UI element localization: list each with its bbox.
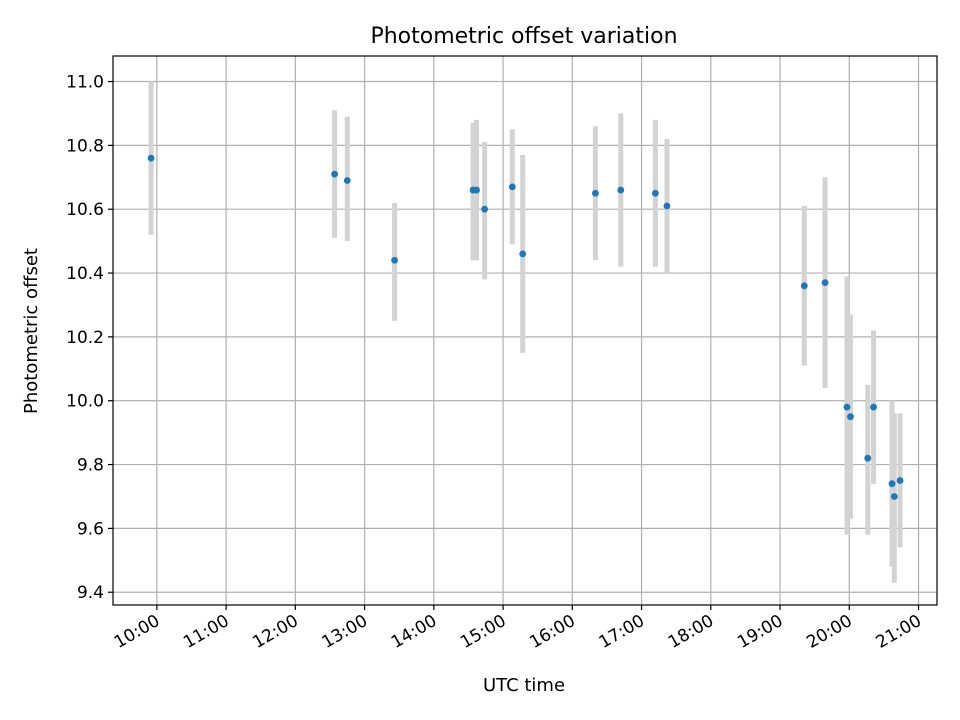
data-point (888, 480, 896, 488)
x-tick-label: 14:00 (388, 611, 440, 653)
data-point (481, 205, 489, 213)
data-point (870, 403, 877, 411)
data-point (663, 202, 671, 210)
x-tick-label: 18:00 (665, 611, 717, 653)
y-axis-label: Photometric offset (21, 248, 42, 414)
x-tick-label: 10:00 (111, 611, 163, 653)
data-point (843, 403, 851, 411)
y-tick-label: 10.8 (66, 136, 104, 156)
chart-title: Photometric offset variation (370, 24, 677, 49)
axis-ticks: 10:00 11:00 12:00 13:00 14:00 15:00 16:00 17:00… (66, 73, 925, 653)
data-point (147, 154, 155, 162)
data-point (343, 177, 351, 184)
data-point (652, 189, 659, 197)
data-point (800, 282, 808, 290)
y-tick-label: 10.6 (66, 200, 104, 220)
x-tick-label: 16:00 (526, 611, 578, 653)
data-point (847, 413, 854, 421)
data-point (473, 186, 480, 194)
y-tick-label: 11.0 (66, 73, 104, 93)
data-point (864, 454, 872, 462)
data-point (331, 170, 338, 178)
y-tick-label: 9.4 (77, 583, 104, 603)
x-tick-label: 19:00 (734, 611, 786, 653)
x-tick-label: 17:00 (596, 611, 648, 653)
plot-frame (112, 55, 938, 606)
data-point (821, 279, 829, 287)
y-tick-label: 10.0 (66, 392, 104, 412)
x-tick-label: 20:00 (803, 611, 855, 653)
y-tick-label: 10.2 (66, 328, 104, 348)
error-bars (148, 81, 903, 583)
x-axis-label: UTC time (483, 675, 565, 696)
y-tick-label: 9.6 (77, 519, 104, 539)
data-point (617, 186, 625, 194)
data-point (519, 250, 527, 258)
x-tick-label: 21:00 (873, 611, 925, 653)
y-tick-label: 10.4 (66, 264, 104, 284)
data-point (508, 183, 516, 191)
data-point (591, 189, 599, 197)
x-tick-label: 11:00 (180, 611, 232, 653)
data-point (890, 493, 898, 500)
y-tick-label: 9.8 (77, 456, 104, 476)
data-point (391, 256, 398, 264)
x-tick-label: 12:00 (249, 611, 301, 653)
data-points (147, 154, 904, 500)
x-tick-label: 15:00 (457, 611, 509, 653)
data-point (896, 477, 904, 484)
x-tick-label: 13:00 (319, 611, 371, 653)
